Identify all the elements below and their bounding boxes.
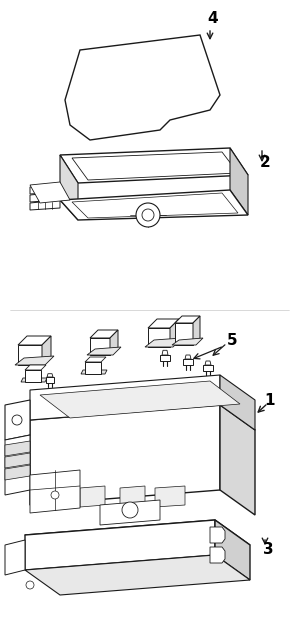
Polygon shape <box>162 350 168 355</box>
Polygon shape <box>15 356 54 365</box>
Polygon shape <box>18 345 42 365</box>
Polygon shape <box>108 409 132 417</box>
Polygon shape <box>175 323 193 345</box>
Polygon shape <box>170 319 179 347</box>
Polygon shape <box>60 155 78 220</box>
Polygon shape <box>25 365 46 370</box>
Polygon shape <box>193 316 200 345</box>
Polygon shape <box>160 355 170 361</box>
Polygon shape <box>5 441 30 456</box>
Polygon shape <box>40 486 70 507</box>
Polygon shape <box>5 435 30 495</box>
Polygon shape <box>85 357 106 362</box>
Polygon shape <box>210 527 225 543</box>
Polygon shape <box>220 375 255 430</box>
Polygon shape <box>175 316 200 323</box>
Polygon shape <box>30 184 60 194</box>
Polygon shape <box>183 359 193 365</box>
Polygon shape <box>25 555 250 595</box>
Polygon shape <box>203 365 213 371</box>
Polygon shape <box>80 408 104 416</box>
Circle shape <box>142 209 154 221</box>
Polygon shape <box>80 486 105 507</box>
Polygon shape <box>100 500 160 525</box>
Polygon shape <box>5 453 30 468</box>
Polygon shape <box>87 347 121 355</box>
Polygon shape <box>120 486 145 507</box>
Polygon shape <box>60 148 248 183</box>
Polygon shape <box>5 400 30 440</box>
Polygon shape <box>185 355 191 359</box>
Polygon shape <box>90 330 118 338</box>
Circle shape <box>122 502 138 518</box>
Polygon shape <box>5 540 25 575</box>
Polygon shape <box>30 192 60 202</box>
Polygon shape <box>85 362 101 374</box>
Polygon shape <box>215 520 250 580</box>
Polygon shape <box>230 148 248 215</box>
Text: 1: 1 <box>265 392 275 408</box>
Polygon shape <box>18 336 51 345</box>
Polygon shape <box>30 200 60 210</box>
Polygon shape <box>172 338 203 345</box>
Text: 3: 3 <box>263 542 273 558</box>
Polygon shape <box>47 374 53 377</box>
Polygon shape <box>46 377 54 383</box>
Text: 4: 4 <box>208 10 218 26</box>
Polygon shape <box>30 405 255 445</box>
Text: 5: 5 <box>227 333 237 347</box>
Polygon shape <box>30 405 220 505</box>
Polygon shape <box>110 330 118 355</box>
Circle shape <box>136 203 160 227</box>
Polygon shape <box>210 547 225 563</box>
Polygon shape <box>5 465 30 480</box>
Polygon shape <box>220 405 255 515</box>
Polygon shape <box>145 338 182 347</box>
Polygon shape <box>30 375 220 420</box>
Polygon shape <box>205 361 211 365</box>
Polygon shape <box>72 152 238 180</box>
Circle shape <box>51 491 59 499</box>
Text: 2: 2 <box>260 154 270 169</box>
Polygon shape <box>148 328 170 347</box>
Polygon shape <box>136 410 160 418</box>
Polygon shape <box>30 182 70 203</box>
Circle shape <box>26 581 34 589</box>
Polygon shape <box>25 520 215 570</box>
Polygon shape <box>192 412 216 420</box>
Polygon shape <box>25 520 250 560</box>
Polygon shape <box>25 370 41 382</box>
Polygon shape <box>81 370 107 374</box>
Polygon shape <box>30 470 80 513</box>
Polygon shape <box>40 381 240 418</box>
Polygon shape <box>155 486 185 507</box>
Polygon shape <box>148 319 179 328</box>
Polygon shape <box>164 411 188 419</box>
Polygon shape <box>35 524 238 562</box>
Polygon shape <box>42 336 51 365</box>
Polygon shape <box>72 193 238 218</box>
Polygon shape <box>21 378 47 382</box>
Polygon shape <box>60 190 248 220</box>
Circle shape <box>12 415 22 425</box>
Polygon shape <box>90 338 110 355</box>
Polygon shape <box>65 35 220 140</box>
